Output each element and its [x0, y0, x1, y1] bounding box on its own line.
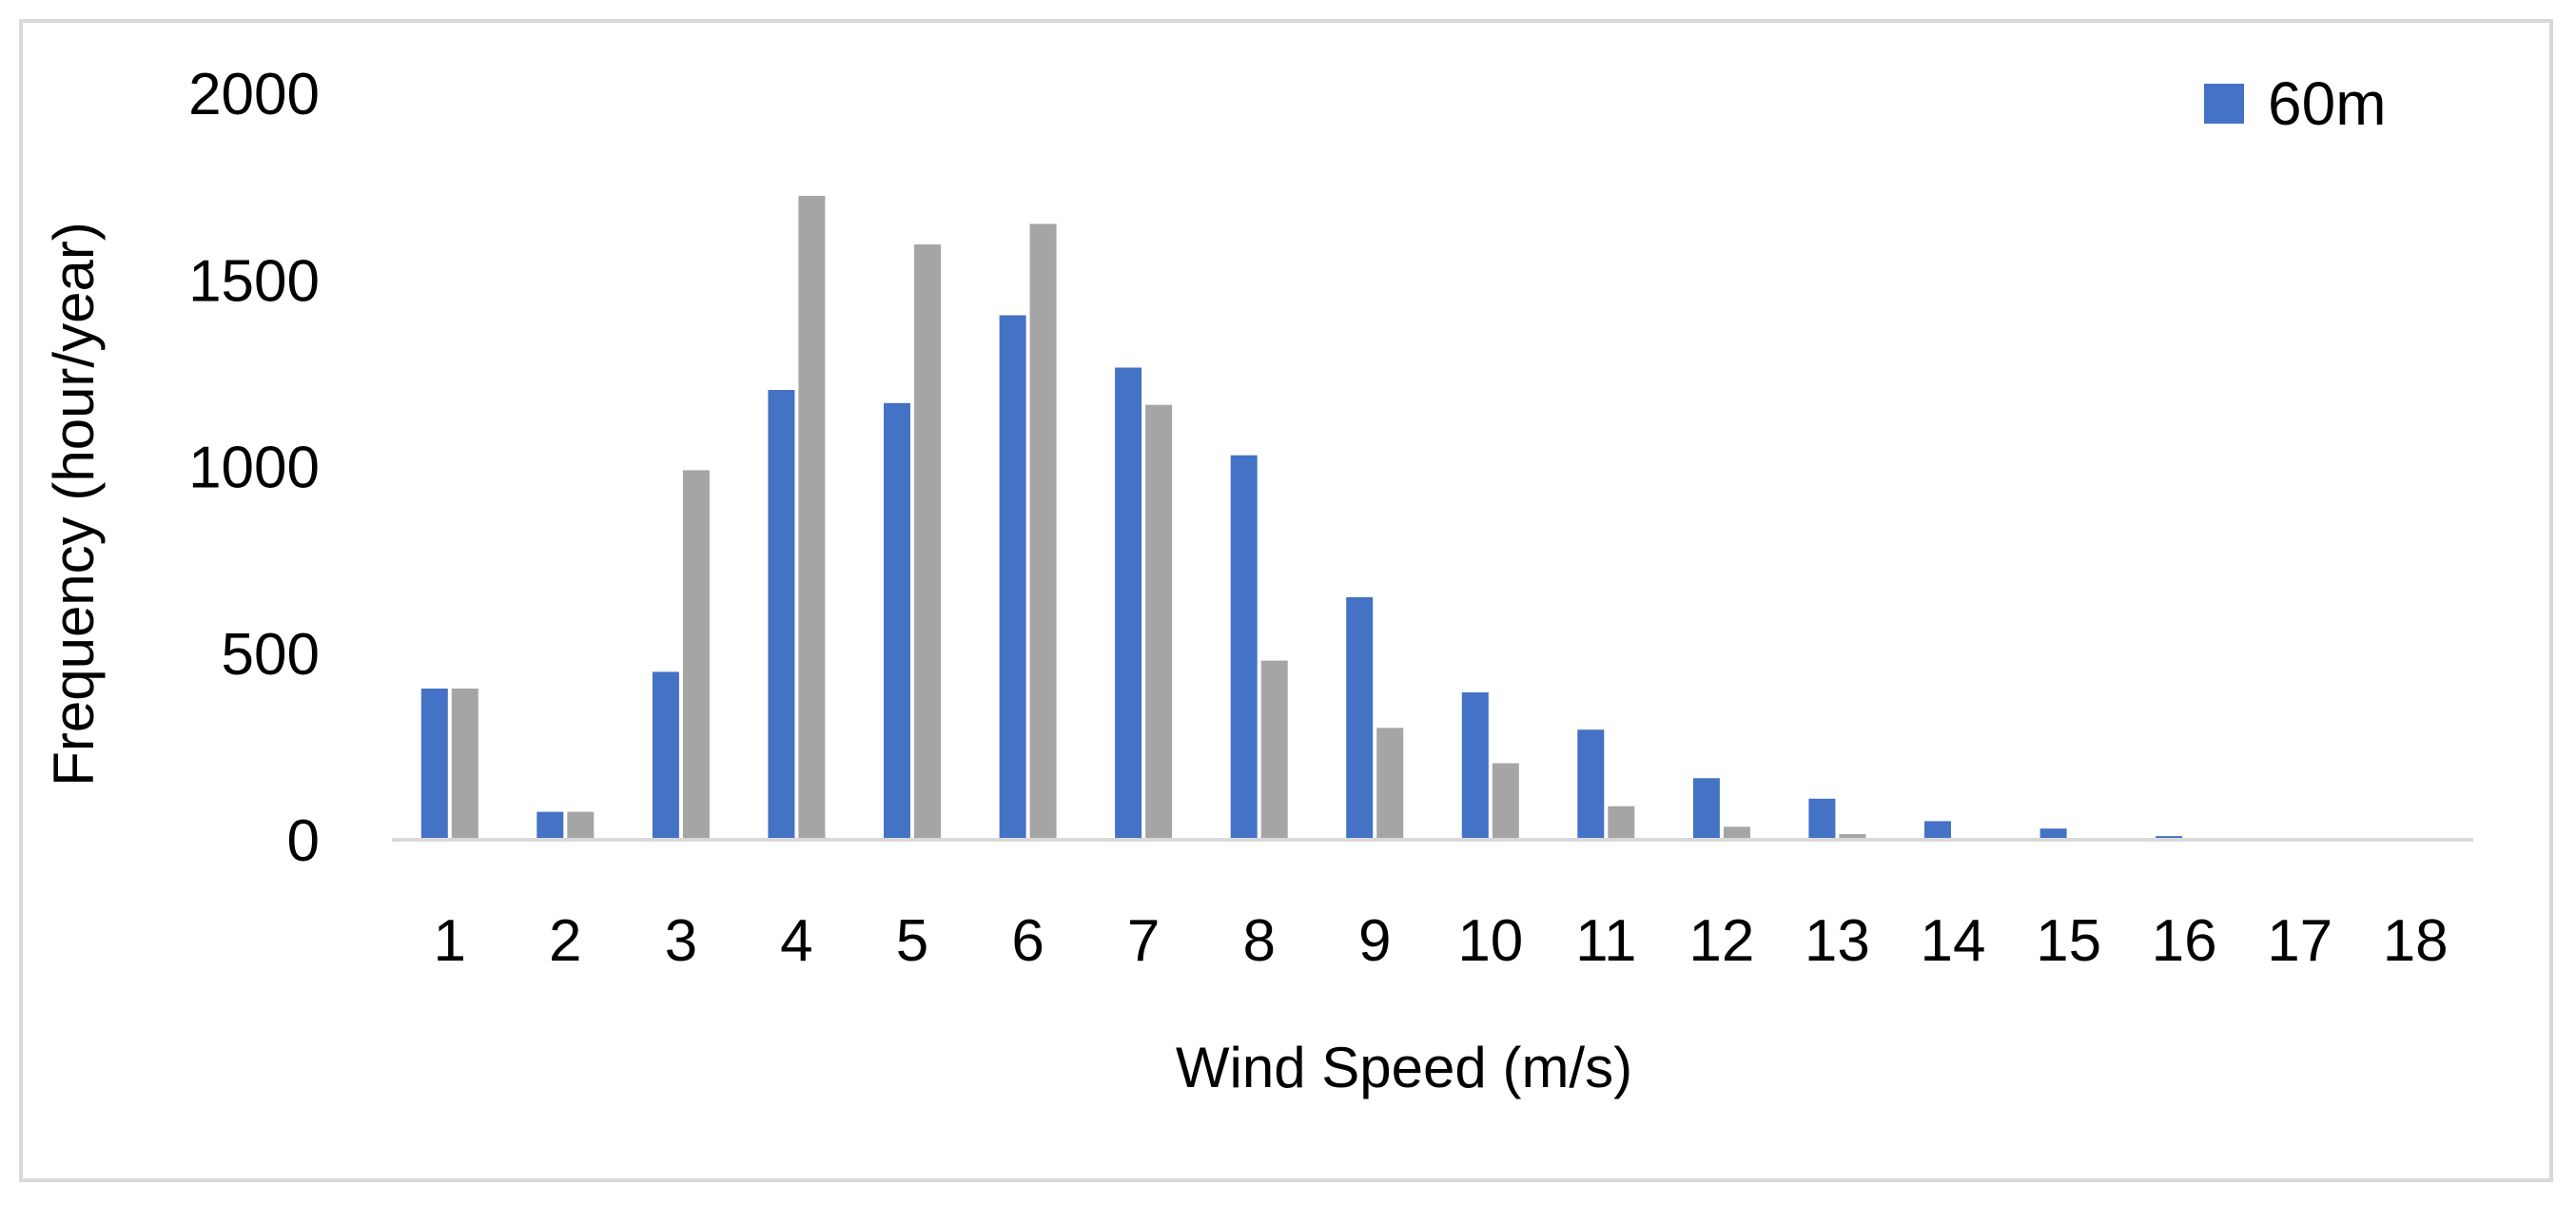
bar-series-1-cat-13 — [1808, 798, 1836, 840]
bar-series-1-cat-6 — [999, 315, 1026, 840]
y-tick-label: 1500 — [188, 248, 320, 314]
x-tick-label: 17 — [2267, 908, 2332, 974]
legend: 60m — [2204, 69, 2387, 138]
x-tick-label: 7 — [1127, 908, 1160, 974]
x-tick-label: 14 — [1921, 908, 1986, 974]
legend-swatch-60m — [2204, 84, 2244, 124]
x-tick-label: 8 — [1242, 908, 1275, 974]
x-tick-label: 15 — [2036, 908, 2101, 974]
bar-series-2-cat-11 — [1608, 806, 1635, 840]
bar-series-2-cat-8 — [1260, 660, 1288, 840]
x-axis-title: Wind Speed (m/s) — [1176, 1036, 1632, 1099]
bar-series-1-cat-11 — [1577, 729, 1605, 840]
x-tick-label: 1 — [434, 908, 466, 974]
bar-series-2-cat-9 — [1376, 728, 1404, 841]
bar-series-1-cat-10 — [1461, 692, 1489, 840]
bars — [420, 195, 2183, 841]
y-tick-label: 2000 — [188, 62, 320, 127]
bar-series-1-cat-15 — [2039, 828, 2067, 840]
x-tick-label: 11 — [1575, 908, 1636, 974]
x-tick-label: 13 — [1805, 908, 1870, 974]
bar-series-2-cat-12 — [1723, 826, 1750, 840]
x-tick-label: 12 — [1688, 908, 1754, 974]
legend-label-60m: 60m — [2268, 69, 2387, 138]
x-tick-label: 16 — [2152, 908, 2217, 974]
y-tick-label: 500 — [222, 622, 320, 688]
bar-series-2-cat-7 — [1145, 404, 1173, 840]
bar-series-1-cat-8 — [1230, 455, 1258, 840]
y-tick-label: 1000 — [188, 436, 320, 501]
bar-series-1-cat-7 — [1115, 367, 1142, 840]
bar-series-1-cat-12 — [1692, 778, 1720, 840]
x-tick-label: 9 — [1358, 908, 1391, 974]
bar-series-2-cat-1 — [451, 689, 478, 840]
bar-series-2-cat-10 — [1492, 763, 1519, 840]
x-axis-ticks: 1 2 3 4 5 6 7 8 9 10 11 12 13 14 15 16 17 18 — [434, 908, 2449, 974]
x-tick-label: 2 — [549, 908, 581, 974]
bar-series-1-cat-1 — [420, 689, 448, 840]
x-tick-label: 6 — [1011, 908, 1044, 974]
y-axis-title: Frequency (hour/year) — [42, 222, 106, 787]
x-tick-label: 18 — [2383, 908, 2449, 974]
x-tick-label: 4 — [780, 908, 812, 974]
x-tick-label: 5 — [896, 908, 928, 974]
bar-series-1-cat-5 — [884, 402, 910, 840]
chart-frame — [19, 19, 2553, 1182]
x-tick-label: 10 — [1457, 908, 1523, 974]
x-tick-label: 3 — [665, 908, 697, 974]
bar-series-2-cat-2 — [567, 811, 595, 840]
bar-series-2-cat-3 — [682, 470, 710, 840]
bar-series-2-cat-5 — [914, 244, 941, 840]
y-axis-ticks: 0 500 1000 1500 2000 — [188, 62, 320, 874]
bar-series-2-cat-13 — [1839, 834, 1866, 840]
bar-series-1-cat-9 — [1346, 596, 1374, 840]
bar-series-1-cat-14 — [1924, 821, 1951, 840]
bar-series-1-cat-4 — [768, 390, 795, 840]
y-tick-label: 0 — [287, 808, 320, 874]
bar-series-1-cat-3 — [652, 671, 679, 840]
bar-series-2-cat-6 — [1029, 224, 1057, 840]
bar-series-2-cat-4 — [798, 195, 826, 840]
bar-series-1-cat-2 — [537, 811, 564, 840]
